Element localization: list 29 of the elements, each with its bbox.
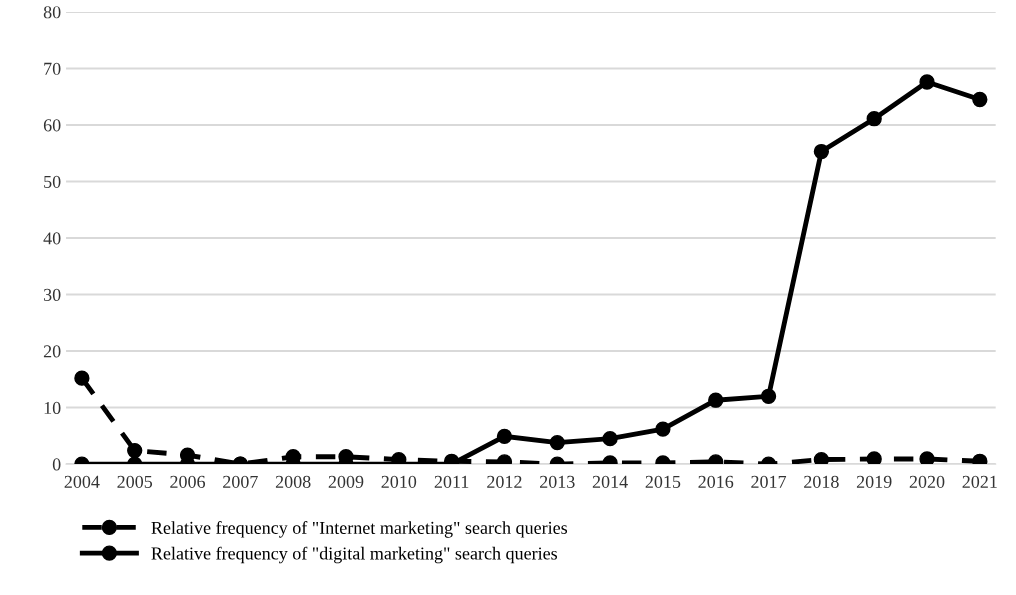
x-tick-label: 2020 [909,475,945,488]
y-tick-label: 0 [52,458,61,471]
x-tick-label: 2021 [962,475,997,488]
x-tick-label: 2013 [540,475,575,488]
y-tick-label: 50 [44,175,61,188]
y-tick-label: 10 [44,401,61,415]
x-tick-label: 2009 [328,475,364,488]
x-tick-label: 2018 [804,475,839,488]
x-tick-label: 2017 [751,475,787,488]
y-tick-label: 70 [44,62,61,75]
legend-label: Relative frequency of "Internet marketing" search queries [151,521,568,538]
x-tick-label: 2015 [645,475,681,488]
x-tick-label: 2006 [170,475,206,488]
legend-label: Relative frequency of "digital marketing" search queries [151,546,558,564]
x-tick-label: 2011 [434,475,469,488]
x-tick-label: 2019 [856,475,892,488]
y-tick-label: 20 [43,345,61,358]
x-tick-label: 2008 [275,475,311,488]
x-tick-label: 2016 [698,475,734,488]
x-tick-label: 2004 [64,475,100,488]
y-tick-label: 80 [43,6,61,19]
x-tick-label: 2010 [381,475,417,488]
x-tick-label: 2012 [487,475,522,488]
x-tick-label: 2007 [223,475,258,488]
x-tick-label: 2005 [117,475,153,488]
y-tick-label: 30 [43,288,61,301]
y-tick-label: 60 [43,119,61,132]
y-tick-label: 40 [43,232,61,245]
x-tick-label: 2014 [592,475,628,488]
